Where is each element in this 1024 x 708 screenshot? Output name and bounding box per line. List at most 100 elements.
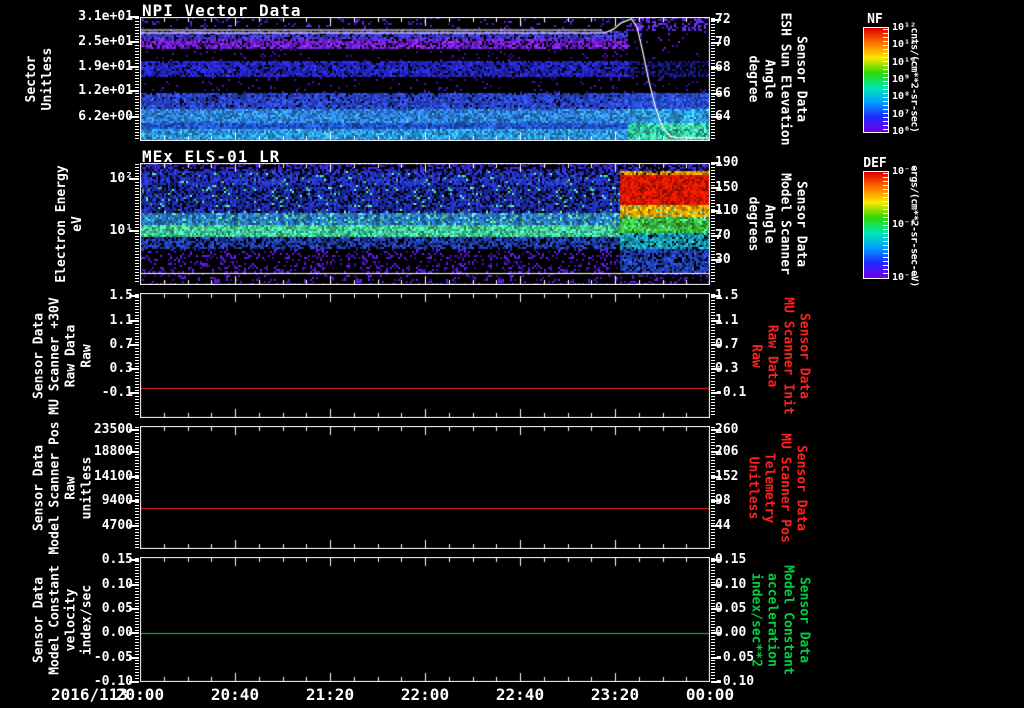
colorbar-tick-label: 10⁻⁸: [892, 272, 917, 283]
right-axis-label: Sensor Data ESH Sun Elevation Angle degr…: [746, 12, 809, 146]
y-axis-minor-ticks-left: [135, 18, 139, 140]
colorbar-tick-label: 10¹⁰: [892, 56, 917, 68]
y-axis-minor-ticks-left: [135, 164, 139, 284]
y-axis-tick-label: 14100: [93, 469, 133, 485]
colorbar-tick-label: 10¹¹: [892, 39, 917, 51]
y-axis-tick-label: -0.05: [715, 650, 755, 665]
y-axis-tick-label: 18800: [93, 443, 133, 459]
y-axis-major-tick: [129, 320, 139, 322]
y-axis-major-tick: [129, 344, 139, 346]
y-axis-major-tick: [711, 320, 721, 322]
y-axis-tick-label: 68: [715, 59, 731, 75]
y-axis-major-tick: [129, 476, 139, 479]
right-axis-label: Sensor Data MU Scanner Pos Telemetry Uni…: [746, 432, 809, 543]
y-axis-tick-label: 2.5e+01: [78, 33, 133, 49]
y-axis-tick-label: 0.05: [101, 601, 133, 616]
y-axis-major-tick: [711, 524, 721, 527]
y-axis-tick-label: 206: [715, 443, 739, 459]
y-axis-tick-label: 64: [715, 109, 731, 125]
y-axis-major-tick: [711, 608, 721, 610]
x-axis-time-label: 22:40: [495, 685, 545, 704]
y-axis-tick-label: -0.05: [93, 650, 133, 665]
y-axis-major-tick: [711, 234, 721, 237]
y-axis-tick-label: 150: [715, 180, 739, 195]
y-axis-major-tick: [711, 344, 721, 346]
def-colorbar: [863, 171, 889, 279]
nf-colorbar-title: NF: [867, 12, 883, 27]
x-axis-time-label: 20:40: [210, 685, 260, 704]
y-axis-major-tick: [129, 524, 139, 527]
y-axis-major-tick: [711, 392, 721, 394]
y-axis-tick-label: 1.5: [715, 288, 739, 303]
y-axis-major-tick: [129, 368, 139, 370]
colorbar-tick-label: 10⁹: [892, 74, 911, 85]
y-axis-minor-ticks-left: [135, 427, 139, 548]
left-axis-label: Sensor Data Model Constant velocity inde…: [31, 564, 94, 675]
y-axis-major-tick: [711, 500, 721, 503]
y-axis-tick-label: 98: [715, 493, 731, 509]
y-axis-major-tick: [129, 584, 139, 586]
y-axis-major-tick: [129, 177, 139, 180]
panel-mu-scanner-raw-canvas: [140, 293, 710, 418]
y-axis-tick-label: -0.1: [101, 385, 133, 400]
y-axis-major-tick: [711, 632, 721, 634]
nf-colorbar-ticks-comb: [883, 29, 888, 131]
y-axis-tick-label: -0.10: [93, 674, 133, 689]
y-axis-major-tick: [129, 115, 139, 118]
panel-npi-title: NPI Vector Data: [142, 1, 302, 20]
y-axis-major-tick: [711, 559, 721, 561]
y-axis-major-tick: [711, 258, 721, 261]
y-axis-major-tick: [129, 392, 139, 394]
y-axis-major-tick: [711, 187, 721, 189]
y-axis-tick-label: 1.2e+01: [78, 83, 133, 99]
y-axis-major-tick: [711, 681, 721, 683]
y-axis-minor-ticks-right: [711, 164, 715, 284]
y-axis-tick-label: 6.2e+00: [78, 108, 133, 124]
def-colorbar-title: DEF: [863, 156, 887, 171]
def-colorbar-ticks-comb: [883, 173, 888, 277]
colorbar-tick-label: 10⁻⁴: [892, 166, 917, 177]
y-axis-major-tick: [129, 229, 139, 232]
y-axis-tick-label: 70: [715, 227, 731, 243]
left-axis-label: Sensor Data Model Scanner Pos Raw unitle…: [31, 420, 94, 555]
y-axis-tick-label: 0.7: [109, 337, 133, 352]
y-axis-tick-label: 1.9e+01: [78, 58, 133, 74]
y-axis-tick-label: 110: [715, 202, 739, 218]
y-axis-major-tick: [129, 608, 139, 610]
y-axis-tick-label: 3.1e+01: [78, 9, 133, 24]
y-axis-tick-label: 1.1: [109, 313, 133, 328]
y-axis-major-tick: [711, 476, 721, 479]
y-axis-major-tick: [129, 681, 139, 683]
y-axis-major-tick: [711, 450, 721, 453]
y-axis-major-tick: [711, 42, 721, 45]
y-axis-major-tick: [129, 500, 139, 503]
y-axis-major-tick: [711, 116, 721, 119]
y-axis-tick-label: 152: [715, 469, 739, 485]
y-axis-major-tick: [711, 162, 721, 164]
y-axis-tick-label: 44: [715, 517, 731, 533]
y-axis-minor-ticks-left: [135, 294, 139, 417]
y-axis-tick-label: 9400: [101, 493, 133, 509]
left-axis-label: Sensor Data MU Scanner +30V Raw Data Raw: [31, 296, 94, 415]
y-axis-minor-ticks-right: [711, 294, 715, 417]
y-axis-major-tick: [129, 657, 139, 659]
y-axis-tick-label: 0.3: [109, 361, 133, 376]
right-axis-label: Sensor Data Model Constant acceleration …: [749, 564, 812, 675]
y-axis-tick-label: 70: [715, 35, 731, 51]
y-axis-tick-label: 0.3: [715, 361, 739, 376]
y-axis-major-tick: [129, 632, 139, 634]
y-axis-tick-label: 1.5: [109, 288, 133, 303]
y-axis-tick-label: 0.10: [715, 577, 747, 592]
x-axis-time-label: 21:20: [305, 685, 355, 704]
y-axis-major-tick: [129, 429, 139, 432]
y-axis-major-tick: [711, 209, 721, 212]
y-axis-minor-ticks-right: [711, 427, 715, 548]
y-axis-minor-ticks-left: [135, 558, 139, 681]
colorbar-tick-label: 10⁶: [892, 126, 911, 137]
y-axis-tick-label: 260: [715, 422, 739, 438]
colorbar-tick-label: 10⁻⁶: [892, 219, 917, 230]
y-axis-major-tick: [129, 65, 139, 68]
panel-scanner-pos-canvas: [140, 426, 710, 549]
right-axis-label: Sensor Data MU Scanner Init Raw Data Raw: [749, 296, 812, 415]
panel-npi-spectrogram-canvas: [140, 17, 710, 141]
